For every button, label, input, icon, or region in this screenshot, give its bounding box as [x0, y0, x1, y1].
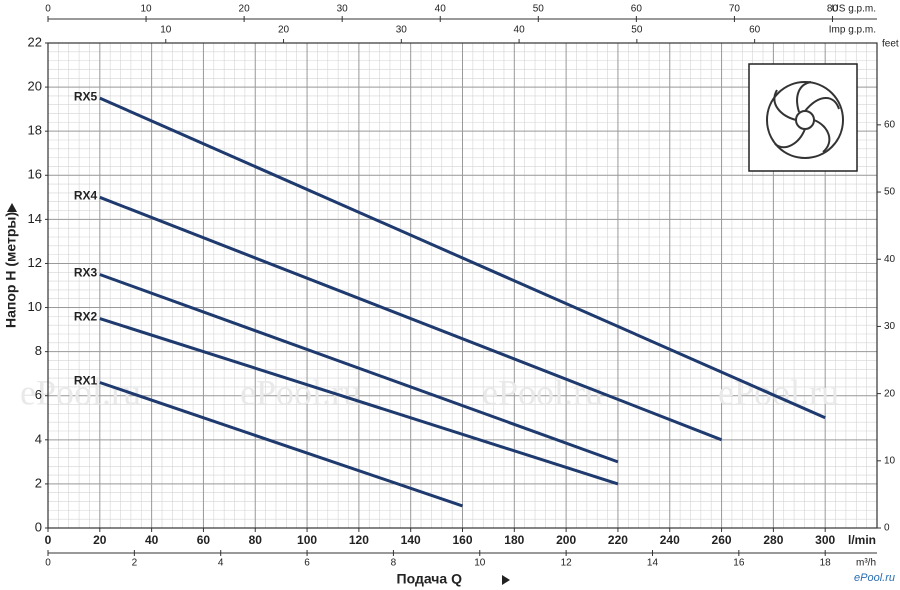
- curve: [99, 96, 826, 420]
- x3-unit: US g.p.m.: [832, 4, 876, 15]
- x3-tick-label: 80: [827, 4, 839, 15]
- y-tick-label: 20: [28, 79, 42, 94]
- x4-tick-label: 50: [631, 25, 643, 36]
- x-tick-label: 40: [145, 533, 159, 547]
- x-tick-label: 100: [297, 533, 317, 547]
- x3-tick-label: 50: [533, 4, 545, 15]
- y2-tick-label: 60: [884, 119, 896, 130]
- x2-tick-label: 18: [820, 558, 832, 569]
- x3-tick-label: 30: [337, 4, 349, 15]
- y2-tick-label: 30: [884, 321, 896, 332]
- x-tick-label: 200: [556, 533, 576, 547]
- series-label: RX5: [74, 89, 98, 103]
- series-label: RX3: [74, 266, 98, 280]
- y-tick-label: 4: [35, 431, 42, 446]
- curve: [99, 273, 619, 464]
- y-tick-label: 18: [28, 123, 42, 138]
- x4-tick-label: 40: [514, 25, 526, 36]
- y-tick-label: 2: [35, 475, 42, 490]
- y-tick-label: 22: [28, 34, 42, 49]
- x2-unit: m³/h: [856, 558, 876, 569]
- x2-tick-label: 4: [218, 558, 224, 569]
- x-tick-label: 260: [712, 533, 732, 547]
- y2-unit: feet: [882, 39, 899, 50]
- logo: ePool.ru: [854, 572, 895, 584]
- y-tick-label: 6: [35, 387, 42, 402]
- x-tick-label: 240: [660, 533, 680, 547]
- x-tick-label: 280: [763, 533, 783, 547]
- y-tick-label: 14: [28, 211, 42, 226]
- x-title-arrow: [502, 575, 510, 585]
- x2-tick-label: 10: [474, 558, 486, 569]
- watermark: ePool.ru: [240, 372, 361, 412]
- icon-casing: [766, 81, 844, 159]
- y2-tick-label: 40: [884, 254, 896, 265]
- x-tick-label: 160: [452, 533, 472, 547]
- x-tick-label: 20: [93, 533, 107, 547]
- watermark: ePool.ru: [482, 372, 603, 412]
- x2-tick-label: 8: [391, 558, 397, 569]
- watermarks: ePool.ru ePool.ru ePool.ru ePool.ru: [20, 372, 839, 412]
- series-label: RX1: [74, 374, 98, 388]
- y-tick-label: 10: [28, 299, 42, 314]
- x4-tick-label: 20: [278, 25, 290, 36]
- y-tick-label: 0: [35, 519, 42, 534]
- x-tick-label: 300: [815, 533, 835, 547]
- x4-tick-label: 30: [396, 25, 408, 36]
- y2-tick-label: 20: [884, 388, 896, 399]
- x3-tick-label: 0: [45, 4, 51, 15]
- x-tick-label: 60: [197, 533, 211, 547]
- curve: [99, 381, 463, 508]
- x2-tick-label: 12: [561, 558, 573, 569]
- series-label: RX4: [74, 188, 98, 202]
- curve: [99, 195, 723, 442]
- y2-tick-label: 50: [884, 187, 896, 198]
- curve: [99, 317, 619, 486]
- x4-unit: Imp g.p.m.: [829, 25, 876, 36]
- x3-tick-label: 40: [435, 4, 447, 15]
- x-tick-label: 80: [249, 533, 263, 547]
- x-tick-label: 120: [349, 533, 369, 547]
- y-tick-label: 8: [35, 343, 42, 358]
- x2-tick-label: 16: [733, 558, 745, 569]
- x2-tick-label: 14: [647, 558, 659, 569]
- x-unit: l/min: [848, 533, 876, 547]
- x-tick-label: 220: [608, 533, 628, 547]
- x2-tick-label: 0: [45, 558, 51, 569]
- x2-tick-label: 2: [132, 558, 138, 569]
- icon-frame: [748, 63, 858, 172]
- x2-tick-label: 6: [304, 558, 310, 569]
- y2-tick-label: 10: [884, 455, 896, 466]
- x-tick-label: 0: [45, 533, 52, 547]
- y-tick-label: 16: [28, 167, 42, 182]
- x3-tick-label: 20: [239, 4, 251, 15]
- x3-tick-label: 10: [140, 4, 152, 15]
- y-title-arrow: [7, 203, 17, 212]
- x3-tick-label: 60: [631, 4, 643, 15]
- x4-tick-label: 60: [749, 25, 761, 36]
- x-tick-label: 140: [401, 533, 421, 547]
- y2-tick-label: 0: [884, 523, 890, 534]
- watermark: ePool.ru: [20, 372, 141, 412]
- y-axis-title: Напор H (метры): [3, 212, 19, 328]
- y-tick-label: 12: [28, 255, 42, 270]
- impeller-icon: [748, 63, 858, 172]
- x3-tick-label: 70: [729, 4, 741, 15]
- x-tick-label: 180: [504, 533, 524, 547]
- icon-blades: [773, 81, 840, 153]
- series-label: RX2: [74, 310, 98, 324]
- x-axis-title: Подача Q: [397, 571, 463, 587]
- x4-tick-label: 10: [160, 25, 172, 36]
